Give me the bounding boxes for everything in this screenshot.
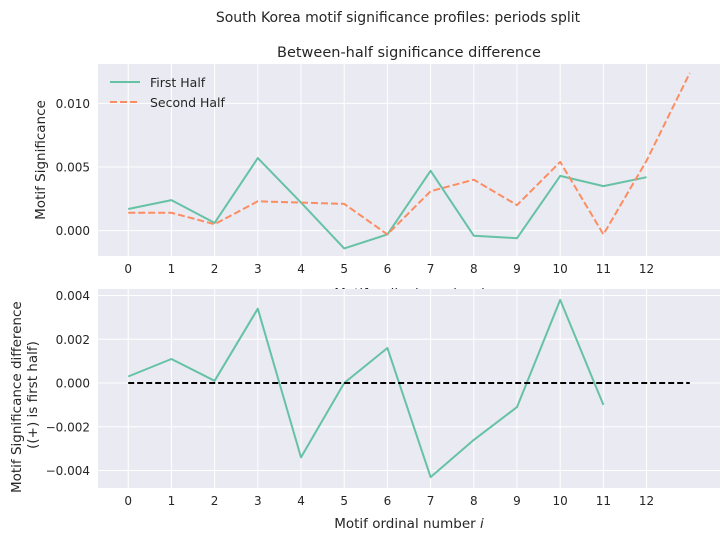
top-y-tick-label: 0.010 xyxy=(56,97,90,111)
legend-label-first-half: First Half xyxy=(150,75,206,90)
bot-y-tick-label: 0.002 xyxy=(56,333,90,347)
top-series-second-half xyxy=(128,72,691,236)
top-x-tick-label: 10 xyxy=(553,262,568,276)
bot-x-tick-label: 6 xyxy=(384,494,392,508)
bot-x-tick-label: 3 xyxy=(254,494,262,508)
bot-series-difference xyxy=(127,298,605,479)
figure-suptitle: South Korea motif significance profiles:… xyxy=(216,10,581,26)
top-y-axis-label: Motif Significance xyxy=(33,100,49,220)
top-chart-title: Between-half significance difference xyxy=(277,45,541,61)
bot-x-tick-label: 9 xyxy=(513,494,521,508)
bot-x-tick-label: 7 xyxy=(427,494,435,508)
bot-x-tick-label: 4 xyxy=(297,494,305,508)
top-series xyxy=(127,72,691,250)
bottom-y-axis-label-line1: Motif Significance difference xyxy=(9,301,25,493)
legend-label-second-half: Second Half xyxy=(150,95,226,110)
bot-x-tick-label: 1 xyxy=(168,494,176,508)
top-plot-area xyxy=(98,64,720,256)
top-x-tick-label: 12 xyxy=(639,262,654,276)
top-x-tick-label: 0 xyxy=(124,262,132,276)
top-x-tick-label: 8 xyxy=(470,262,478,276)
top-y-tick-label: 0.000 xyxy=(56,224,90,238)
bottom-x-ticks: 0 1 2 3 4 5 6 7 8 9 10 11 12 xyxy=(124,494,654,508)
bot-x-tick-label: 11 xyxy=(596,494,611,508)
top-x-tick-label: 5 xyxy=(340,262,348,276)
top-x-tick-label: 6 xyxy=(384,262,392,276)
top-x-tick-label: 11 xyxy=(596,262,611,276)
bottom-plot-area xyxy=(98,289,720,488)
top-x-tick-label: 7 xyxy=(427,262,435,276)
top-y-ticks: 0.000 0.005 0.010 xyxy=(56,97,90,238)
bot-x-tick-label: 12 xyxy=(639,494,654,508)
bot-x-tick-label: 8 xyxy=(470,494,478,508)
bottom-y-axis-label: Motif Significance difference ((+) is fi… xyxy=(9,297,41,493)
top-x-tick-label: 1 xyxy=(168,262,176,276)
top-x-tick-label: 4 xyxy=(297,262,305,276)
bottom-x-axis-label-variable: i xyxy=(480,516,484,532)
top-x-tick-label: 3 xyxy=(254,262,262,276)
bot-y-tick-label: 0.000 xyxy=(56,377,90,391)
bottom-y-axis-label-line2: ((+) is first half) xyxy=(25,341,41,449)
bot-x-tick-label: 5 xyxy=(340,494,348,508)
bot-y-tick-label: −0.004 xyxy=(46,464,90,478)
top-x-tick-label: 2 xyxy=(211,262,219,276)
top-y-tick-label: 0.005 xyxy=(56,160,90,174)
bottom-x-axis-label: Motif ordinal number i xyxy=(334,516,484,532)
bot-y-tick-label: −0.002 xyxy=(46,420,90,434)
top-x-ticks: 0 1 2 3 4 5 6 7 8 9 10 11 12 xyxy=(124,262,654,276)
bot-y-tick-label: 0.004 xyxy=(56,289,90,303)
bottom-x-axis-label-text: Motif ordinal number xyxy=(334,516,480,532)
bot-x-tick-label: 0 xyxy=(124,494,132,508)
bot-x-tick-label: 10 xyxy=(553,494,568,508)
legend: First Half Second Half xyxy=(110,75,226,110)
bottom-series xyxy=(127,298,690,479)
top-x-tick-label: 9 xyxy=(513,262,521,276)
bottom-y-ticks: −0.004 −0.002 0.000 0.002 0.004 xyxy=(46,289,90,478)
bot-x-tick-label: 2 xyxy=(211,494,219,508)
